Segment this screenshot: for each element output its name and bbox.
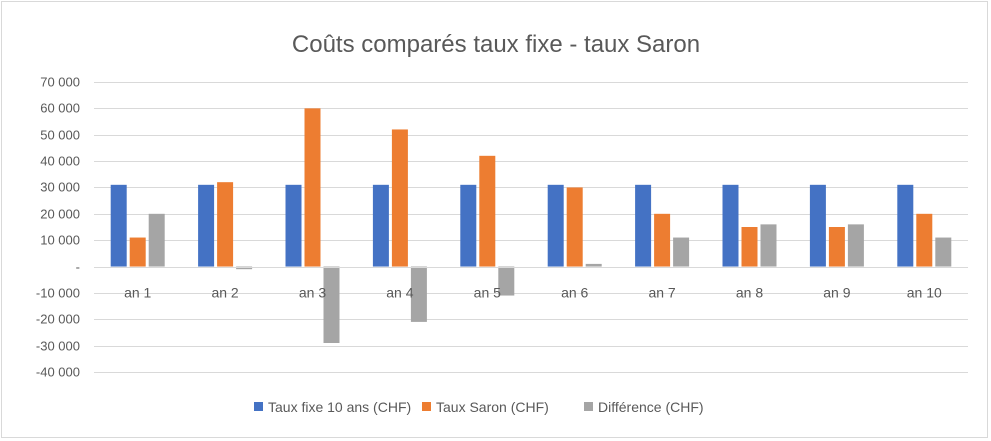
gridlines [94, 82, 968, 373]
legend-entry: Différence (CHF) [598, 399, 704, 415]
bar [916, 213, 933, 267]
y-tick-label: -30 000 [36, 339, 80, 354]
x-category-label: an 3 [299, 285, 326, 301]
y-tick-label: 60 000 [40, 101, 80, 116]
legend-swatch [254, 402, 263, 411]
bar [585, 263, 602, 267]
legend-entry: Taux fixe 10 ans (CHF) [268, 399, 411, 415]
y-tick-label: - [76, 260, 80, 275]
y-tick-label: 70 000 [40, 75, 80, 90]
bar [129, 237, 146, 267]
bar [372, 184, 389, 267]
legend-swatch [584, 402, 593, 411]
legend-swatch [422, 402, 431, 411]
bar [217, 182, 234, 267]
bar [566, 187, 583, 267]
bar [635, 184, 652, 267]
bar [110, 184, 127, 267]
bar [741, 227, 758, 267]
x-category-label: an 2 [211, 285, 238, 301]
bar [460, 184, 477, 267]
bar [828, 227, 845, 267]
bar [673, 237, 690, 267]
bar [285, 184, 302, 267]
bar [479, 155, 496, 267]
x-category-label: an 7 [648, 285, 675, 301]
y-tick-label: 30 000 [40, 180, 80, 195]
bar [391, 129, 408, 267]
bar [760, 224, 777, 267]
bar [654, 213, 671, 267]
bar [148, 213, 165, 267]
y-tick-label: -40 000 [36, 365, 80, 380]
y-axis-tick-labels: 70 000 60 000 50 000 40 000 30 000 20 000 10 0… [36, 75, 80, 380]
y-tick-label: -20 000 [36, 312, 80, 327]
x-category-label: an 1 [124, 285, 151, 301]
legend: Taux fixe 10 ans (CHF) Taux Saron (CHF) Di… [254, 399, 704, 415]
x-category-label: an 8 [736, 285, 763, 301]
y-tick-label: -10 000 [36, 286, 80, 301]
x-category-label: an 6 [561, 285, 588, 301]
bar [722, 184, 739, 267]
y-tick-label: 40 000 [40, 154, 80, 169]
bar [410, 266, 427, 322]
bars [110, 108, 952, 343]
bar [304, 108, 321, 267]
bar [198, 184, 215, 267]
x-category-label: an 9 [823, 285, 850, 301]
x-category-label: an 5 [474, 285, 501, 301]
x-axis-category-labels: an 1 an 2 an 3 an 4 an 5 an 6 an 7 an 8 an 9 an 1… [124, 285, 942, 301]
bar [935, 237, 952, 267]
bar [498, 266, 515, 296]
bar [809, 184, 826, 267]
bar [847, 224, 864, 267]
bar [323, 266, 340, 343]
bar [547, 184, 564, 267]
y-tick-label: 20 000 [40, 207, 80, 222]
chart-title: Coûts comparés taux fixe - taux Saron [292, 31, 700, 58]
y-tick-label: 10 000 [40, 233, 80, 248]
x-category-label: an 4 [386, 285, 413, 301]
x-category-label: an 10 [907, 285, 942, 301]
legend-entry: Taux Saron (CHF) [436, 399, 549, 415]
y-tick-label: 50 000 [40, 128, 80, 143]
bar [897, 184, 914, 267]
